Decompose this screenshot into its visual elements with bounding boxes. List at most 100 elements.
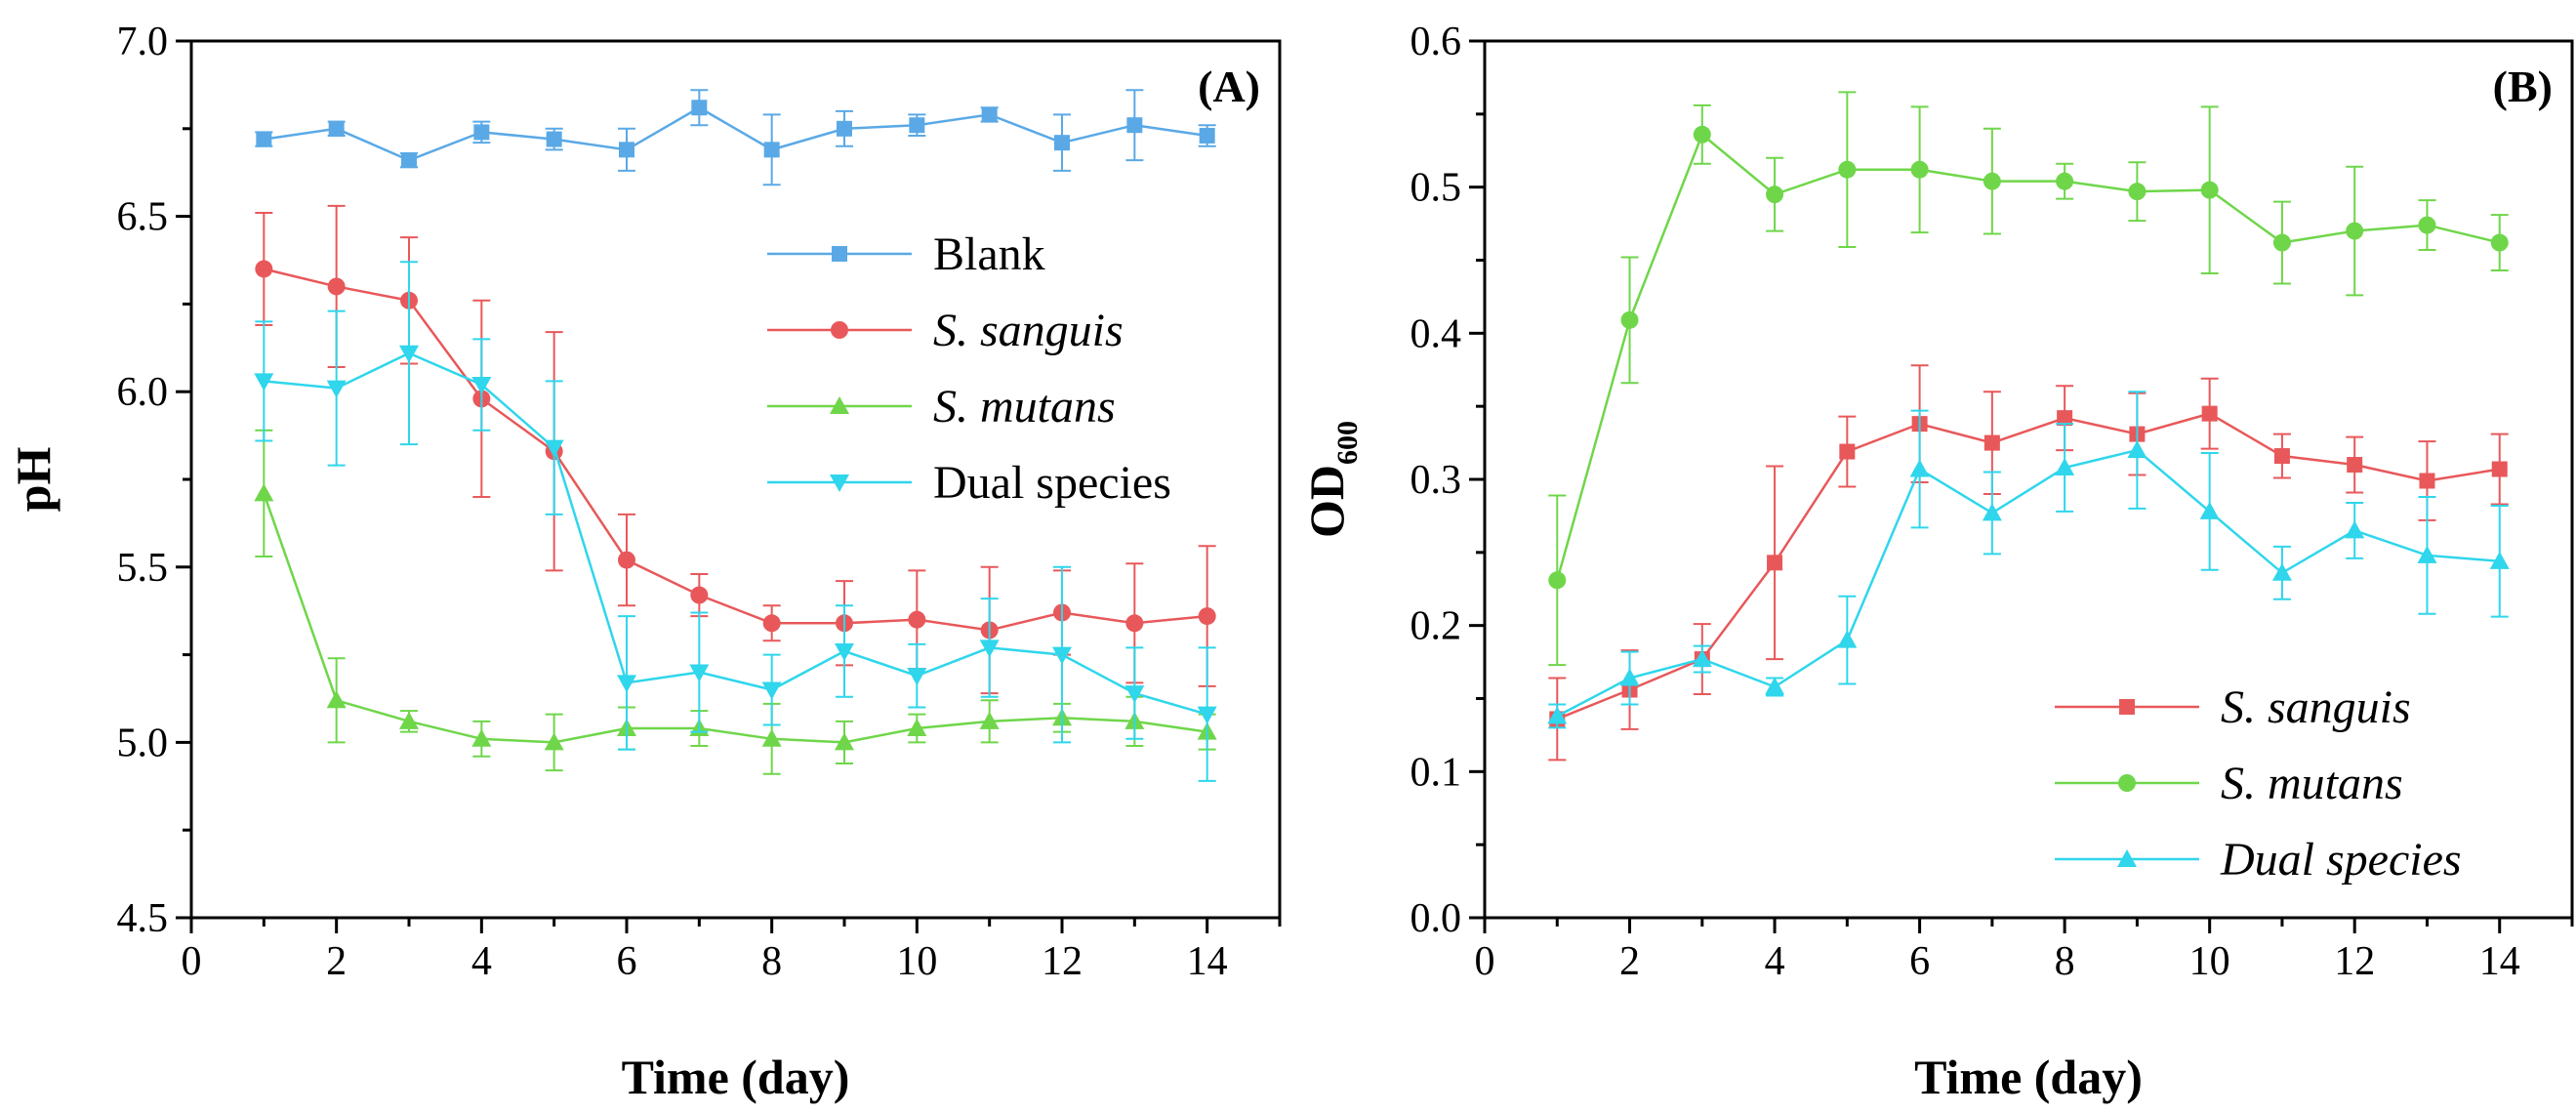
data-point (473, 124, 490, 141)
data-point (1983, 434, 2000, 451)
panel-a-ph-chart: 0 2 4 6 8 10 12 14 4.5 5.0 5.5 6.0 6.5 7.0 Time (day) p… (6, 20, 1282, 1104)
data-point (1838, 160, 1857, 179)
data-point (1910, 160, 1929, 179)
data-point (979, 711, 1000, 729)
legend-marker (831, 321, 848, 339)
data-point (1766, 186, 1784, 204)
panel-a-y-tick-label: 5.5 (117, 546, 169, 591)
legend-marker (830, 474, 849, 492)
legend-label: S. mutans (933, 381, 1116, 433)
panel-b-legend-entry: Dual species (2055, 834, 2462, 886)
data-point (1548, 571, 1567, 590)
series-line (264, 268, 1207, 632)
data-point (328, 120, 345, 137)
data-point (326, 690, 347, 709)
panel-a-x-tick-label: 0 (182, 939, 202, 984)
data-point (1199, 127, 1215, 144)
data-point (254, 373, 274, 392)
data-point (837, 120, 852, 137)
series-line (1556, 132, 2501, 581)
data-point (544, 439, 564, 458)
panel-a-y-axis-title: pH (6, 447, 61, 513)
data-point (762, 614, 781, 633)
data-point (2200, 181, 2219, 199)
data-point (2199, 501, 2220, 519)
panel-b-legend-entry: S. sanguis (2055, 681, 2411, 733)
data-point (1126, 117, 1143, 134)
panel-b-y-tick-label: 0.0 (1411, 896, 1462, 941)
data-point (2418, 216, 2436, 234)
data-point (2055, 458, 2075, 476)
data-point (2489, 551, 2510, 569)
data-point (1124, 685, 1145, 704)
data-point (2273, 448, 2290, 465)
data-point (761, 728, 782, 747)
data-point (981, 106, 998, 123)
series-line (264, 105, 1207, 162)
data-point (1837, 630, 1858, 648)
panel-b-y-tick-label: 0.6 (1411, 20, 1462, 64)
data-point (1054, 135, 1070, 151)
data-point (2272, 233, 2291, 252)
panel-b-y-tick-label: 0.5 (1411, 166, 1462, 211)
legend-label: Dual species (933, 457, 1171, 509)
panel-a-legend-entry: Dual species (767, 457, 1171, 509)
data-point (1547, 706, 1568, 724)
data-point (2419, 473, 2435, 489)
data-point (2346, 222, 2364, 240)
data-point (2201, 405, 2218, 422)
data-point (1767, 555, 1783, 571)
panel-b-x-tick-label: 4 (1765, 939, 1785, 984)
data-point (761, 681, 782, 700)
panel-b-x-tick-label: 14 (2479, 939, 2520, 984)
panel-a-series-blank (255, 89, 1216, 186)
data-point (327, 277, 346, 296)
legend-marker (832, 246, 847, 262)
panel-b-x-tick-label: 12 (2334, 939, 2375, 984)
data-point (2347, 457, 2363, 474)
panel-a-y-tick-label: 6.0 (117, 370, 169, 415)
data-point (619, 142, 634, 158)
panel-a-x-axis-title: Time (day) (622, 1050, 850, 1104)
data-point (907, 668, 927, 686)
data-point (618, 551, 635, 569)
data-point (979, 639, 1000, 658)
panel-a-x-tick-label: 10 (896, 939, 937, 984)
data-point (763, 142, 780, 158)
data-point (835, 732, 854, 751)
panel-b-x-axis-title: Time (day) (1914, 1050, 2143, 1104)
series-line (1556, 448, 2500, 718)
data-point (907, 719, 927, 737)
data-point (544, 732, 564, 751)
panel-a-x-tick-label: 4 (471, 939, 492, 984)
data-point (2491, 461, 2508, 477)
panel-b-series-dual-species (1547, 391, 2510, 729)
panel-b-x-tick-label: 0 (1475, 939, 1495, 984)
panel-b-x-tick-label: 2 (1619, 939, 1640, 984)
data-point (546, 131, 562, 147)
data-point (1052, 646, 1072, 665)
panel-a-x-tick-label: 12 (1042, 939, 1083, 984)
legend-marker (2119, 699, 2135, 715)
data-point (1839, 443, 1856, 460)
legend-marker (2118, 774, 2136, 792)
series-line (263, 492, 1207, 744)
data-point (690, 586, 709, 604)
series-line (1556, 412, 2500, 721)
panel-a-legend-entry: S. mutans (767, 381, 1116, 433)
panel-b-label: (B) (2493, 62, 2553, 111)
data-point (471, 728, 492, 747)
data-point (2056, 172, 2074, 190)
panel-b-series-s-mutans (1548, 91, 2509, 667)
legend-label: S. mutans (2221, 758, 2403, 809)
data-point (617, 675, 636, 693)
data-point (2271, 562, 2292, 581)
panel-b-y-tick-label: 0.4 (1411, 311, 1462, 356)
panel-a-legend-entry: Blank (767, 228, 1045, 280)
panel-b-x-tick-label: 10 (2189, 939, 2230, 984)
series-line (264, 351, 1208, 716)
panel-a-series-s-sanguis (255, 204, 1216, 695)
data-point (2057, 410, 2073, 427)
data-point (909, 117, 925, 134)
data-point (2127, 440, 2147, 459)
